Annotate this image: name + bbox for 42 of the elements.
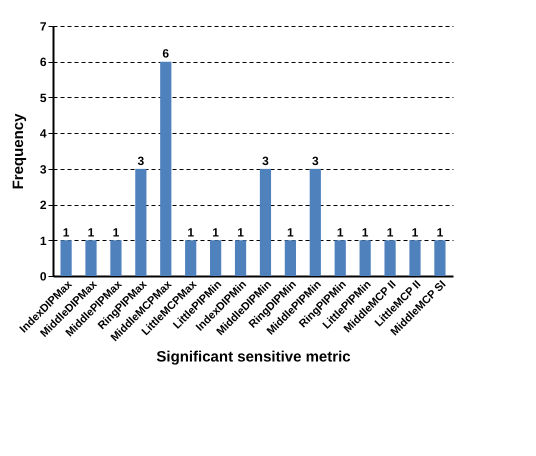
data-label: 1 xyxy=(112,225,120,240)
data-label: 1 xyxy=(362,225,369,240)
bar xyxy=(234,240,246,276)
data-label: 1 xyxy=(287,225,294,240)
bar xyxy=(260,168,272,276)
bar xyxy=(110,240,122,276)
data-label: 1 xyxy=(336,225,344,240)
bar xyxy=(210,240,222,276)
bar xyxy=(384,240,396,276)
data-label: 3 xyxy=(138,154,145,168)
bar xyxy=(310,168,321,276)
data-label: 1 xyxy=(386,225,394,240)
data-label: 3 xyxy=(312,154,319,168)
bar xyxy=(409,240,421,276)
data-label: 1 xyxy=(436,225,444,240)
y-tick-label: 1 xyxy=(40,234,47,248)
bar xyxy=(284,240,296,276)
y-tick-label: 4 xyxy=(40,126,47,141)
y-tick-label: 6 xyxy=(40,55,47,70)
data-label: 1 xyxy=(237,225,244,240)
bar xyxy=(85,240,97,276)
y-tick-label: 5 xyxy=(40,90,47,105)
bar xyxy=(160,62,172,276)
y-tick-label: 2 xyxy=(40,198,47,212)
y-tick-label: 7 xyxy=(40,20,47,34)
data-label: 1 xyxy=(187,225,194,240)
data-label: 1 xyxy=(412,225,419,240)
bar xyxy=(135,168,146,276)
data-label: 1 xyxy=(62,225,70,240)
bar xyxy=(60,240,72,276)
bar xyxy=(360,240,371,276)
bar xyxy=(185,240,196,276)
data-label: 1 xyxy=(88,225,95,240)
data-label: 3 xyxy=(262,154,270,168)
data-label: 1 xyxy=(212,225,220,240)
y-tick-label: 3 xyxy=(40,162,47,176)
bar xyxy=(334,240,346,276)
y-tick-label: 0 xyxy=(40,270,47,284)
x-axis-title: Significant sensitive metric xyxy=(156,348,351,366)
y-axis-title: Frequency xyxy=(10,112,27,190)
bar xyxy=(434,240,446,276)
data-label: 6 xyxy=(162,46,170,61)
